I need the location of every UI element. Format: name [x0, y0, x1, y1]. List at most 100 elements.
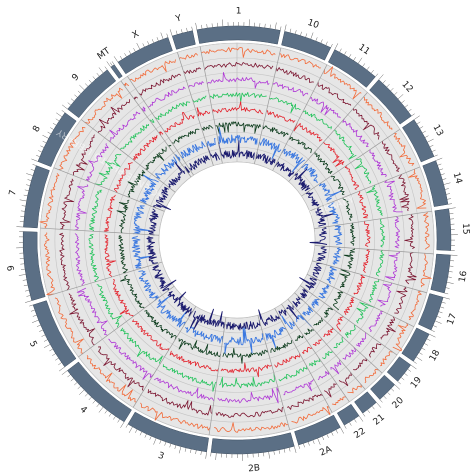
- series-trace-3-4: [108, 338, 154, 380]
- grid-circle: [128, 131, 346, 349]
- series-trace-6-22: [295, 335, 304, 341]
- ideogram-tick: [331, 431, 334, 436]
- ideogram-tick: [362, 63, 366, 67]
- series-trace-6-6: [118, 235, 128, 274]
- ideogram-tick: [397, 94, 404, 100]
- series-trace-8-21: [286, 304, 299, 320]
- ideogram-2B: [210, 432, 295, 455]
- series-trace-4-10: [269, 97, 301, 114]
- series-trace-6-MT: [167, 144, 172, 147]
- series-trace-5-7: [103, 194, 116, 233]
- ideogram-tick: [32, 164, 37, 166]
- series-trace-8-2B: [226, 320, 261, 331]
- series-trace-7-MT: [175, 154, 181, 162]
- series-trace-2-7: [59, 178, 74, 230]
- ideogram-tick: [84, 393, 89, 397]
- ideogram-tick: [111, 61, 115, 65]
- ideogram-tick: [379, 399, 383, 403]
- ideogram-tick: [169, 443, 172, 448]
- series-trace-8-2A: [258, 309, 280, 326]
- series-trace-3-X: [148, 86, 186, 108]
- series-trace-1-15: [423, 211, 430, 250]
- chrom-label-22: 22: [353, 426, 368, 441]
- series-trace-2-16: [405, 252, 417, 285]
- series-trace-2-18: [380, 316, 396, 340]
- chrom-label-10: 10: [306, 18, 320, 31]
- series-trace-6-Y: [201, 125, 214, 131]
- ideogram-tick: [442, 178, 447, 180]
- series-trace-6-19: [324, 306, 333, 318]
- series-trace-6-20: [313, 317, 323, 326]
- ideogram-tick: [42, 140, 47, 144]
- ideogram-tick: [21, 205, 26, 207]
- series-trace-1-19: [379, 351, 393, 367]
- ideogram-tick: [98, 406, 104, 413]
- series-trace-2-2A: [287, 394, 323, 410]
- series-trace-7-18: [318, 284, 330, 299]
- series-trace-1-X: [129, 59, 176, 82]
- ideogram-tick: [325, 41, 328, 46]
- series-trace-3-16: [385, 251, 400, 281]
- chrom-label-19: 19: [409, 375, 424, 390]
- ideogram-tick: [47, 131, 52, 135]
- ideogram-6: [22, 231, 46, 301]
- ideogram-tick: [92, 400, 96, 404]
- series-trace-2-17: [394, 286, 408, 314]
- ideogram-tick: [284, 24, 287, 32]
- ideogram-18: [401, 327, 430, 362]
- series-trace-3-9: [109, 111, 141, 143]
- series-trace-3-Y: [188, 81, 204, 88]
- ideogram-tick: [446, 282, 454, 284]
- series-trace-7-Y: [205, 137, 216, 148]
- ideogram-tick: [416, 356, 423, 361]
- ideogram-tick: [104, 66, 108, 70]
- series-trace-8-11: [274, 161, 295, 177]
- ideogram-tick: [31, 319, 39, 323]
- ideogram-tick: [22, 279, 27, 281]
- series-trace-7-1: [217, 126, 258, 145]
- chrom-label-7: 7: [8, 189, 19, 197]
- chrom-label-MT: MT: [96, 46, 113, 62]
- series-trace-5-20: [323, 327, 334, 337]
- ideogram-tick: [339, 48, 342, 53]
- ideogram-tick: [394, 384, 401, 390]
- chrom-label-16: 16: [458, 270, 470, 283]
- series-trace-5-2A: [274, 353, 301, 368]
- grid-circle: [69, 72, 405, 408]
- series-trace-2-19: [369, 343, 382, 358]
- ideogram-22: [336, 403, 360, 426]
- ideogram-tick: [26, 295, 31, 297]
- ideogram-tick: [26, 173, 33, 176]
- ideogram-tick: [307, 441, 310, 446]
- series-trace-5-6: [104, 234, 116, 278]
- ideogram-tick: [139, 431, 143, 436]
- ideogram-tick: [164, 441, 167, 446]
- ideogram-tick: [378, 74, 384, 80]
- series-trace-3-1: [206, 72, 270, 89]
- series-trace-3-12: [342, 118, 369, 147]
- chrom-label-18: 18: [428, 348, 443, 363]
- ideogram-tick: [410, 364, 417, 370]
- series-trace-3-22: [317, 370, 330, 381]
- ideogram-tick: [156, 37, 159, 42]
- ideogram-tick: [79, 389, 85, 395]
- ideogram-tick: [344, 51, 347, 55]
- series-trace-7-14: [327, 201, 340, 224]
- ideogram-tick: [79, 84, 85, 91]
- ideogram-tick: [340, 427, 344, 434]
- ideogram-tick: [142, 43, 145, 48]
- series-trace-3-17: [377, 282, 393, 307]
- series-trace-8-7: [148, 208, 159, 236]
- ideogram-tick: [446, 193, 451, 195]
- ideogram-tick: [433, 325, 437, 328]
- ideogram-tick: [305, 33, 308, 38]
- ideogram-tick: [200, 450, 202, 456]
- series-trace-4-6: [88, 233, 99, 282]
- series-trace-5-1: [212, 101, 264, 115]
- segment-divider: [300, 285, 398, 356]
- ideogram-tick: [366, 66, 370, 71]
- series-trace-2-X: [138, 73, 182, 96]
- ideogram-7: [23, 165, 50, 229]
- ideogram-14: [422, 160, 449, 207]
- ideogram-tick: [362, 413, 366, 417]
